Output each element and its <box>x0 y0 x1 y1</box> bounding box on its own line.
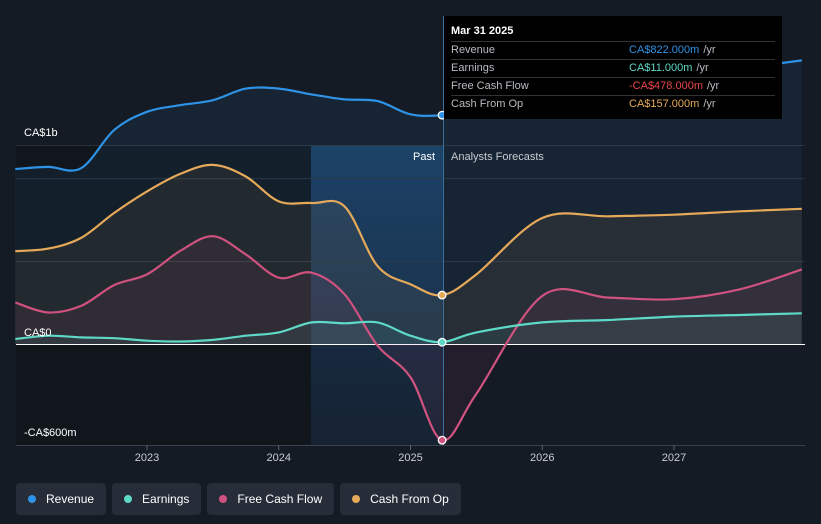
free-cash-flow-line <box>14 235 803 442</box>
free-cash-flow-marker <box>437 435 447 445</box>
tooltip-value: -CA$478.000m <box>629 80 703 92</box>
tooltip-label: Cash From Op <box>451 98 524 110</box>
legend-label: Earnings <box>142 492 190 506</box>
tooltip-unit: /yr <box>707 80 720 92</box>
tooltip-value: CA$822.000m <box>629 44 700 56</box>
past-dark-region <box>16 145 311 445</box>
tooltip-row-cash-from-op: Cash From Op CA$157.000m /yr <box>451 95 775 113</box>
legend-label: Revenue <box>46 492 95 506</box>
legend-item-revenue[interactable]: Revenue <box>16 483 107 515</box>
tooltip-row-free-cash-flow: Free Cash Flow -CA$478.000m /yr <box>451 77 775 95</box>
x-axis: 2023 2024 2025 2026 2027 <box>135 445 686 464</box>
x-tick-label: 2025 <box>398 452 422 464</box>
forecast-label: Analysts Forecasts <box>451 151 544 163</box>
tooltip-unit: /yr <box>696 62 709 74</box>
y-label-top: CA$1b <box>24 127 58 139</box>
x-tick-label: 2023 <box>135 452 159 464</box>
tooltip-value: CA$157.000m <box>629 98 700 110</box>
tooltip-unit: /yr <box>703 44 716 56</box>
legend-label: Cash From Op <box>370 492 449 506</box>
free-cash-flow-area <box>15 236 802 441</box>
tooltip: Mar 31 2025 Revenue CA$822.000m /yr Earn… <box>444 16 782 119</box>
legend: Revenue Earnings Free Cash Flow Cash Fro… <box>16 483 461 515</box>
tooltip-unit: /yr <box>703 98 716 110</box>
past-highlight-region <box>311 145 444 445</box>
earnings-dot-icon <box>124 495 133 503</box>
tooltip-label: Earnings <box>451 62 495 74</box>
tooltip-row-earnings: Earnings CA$11.000m /yr <box>451 59 775 77</box>
x-tick-label: 2027 <box>662 452 686 464</box>
tooltip-value: CA$11.000m <box>629 62 693 74</box>
tooltip-label: Revenue <box>451 44 496 56</box>
legend-item-cash-from-op[interactable]: Cash From Op <box>340 483 461 515</box>
tooltip-label: Free Cash Flow <box>451 80 529 92</box>
legend-item-earnings[interactable]: Earnings <box>112 483 202 515</box>
revenue-dot-icon <box>28 495 36 503</box>
cash-from-op-marker <box>437 290 447 300</box>
cash-from-op-dot-icon <box>352 495 361 503</box>
x-tick-label: 2026 <box>530 452 554 464</box>
earnings-marker <box>437 337 447 347</box>
y-label-bottom: -CA$600m <box>24 427 77 439</box>
x-tick-label: 2024 <box>267 452 291 464</box>
y-label-zero: CA$0 <box>24 327 52 339</box>
past-label: Past <box>413 151 435 163</box>
tooltip-date: Mar 31 2025 <box>451 25 514 37</box>
legend-label: Free Cash Flow <box>237 492 323 506</box>
tooltip-row-revenue: Revenue CA$822.000m /yr <box>451 41 775 59</box>
legend-item-free-cash-flow[interactable]: Free Cash Flow <box>207 483 335 515</box>
revenue-area <box>15 60 802 345</box>
free-cash-flow-dot-icon <box>219 495 228 503</box>
cash-from-op-line <box>15 163 802 297</box>
series-areas <box>15 60 802 441</box>
earnings-line <box>15 312 802 344</box>
cash-from-op-area <box>15 164 802 344</box>
